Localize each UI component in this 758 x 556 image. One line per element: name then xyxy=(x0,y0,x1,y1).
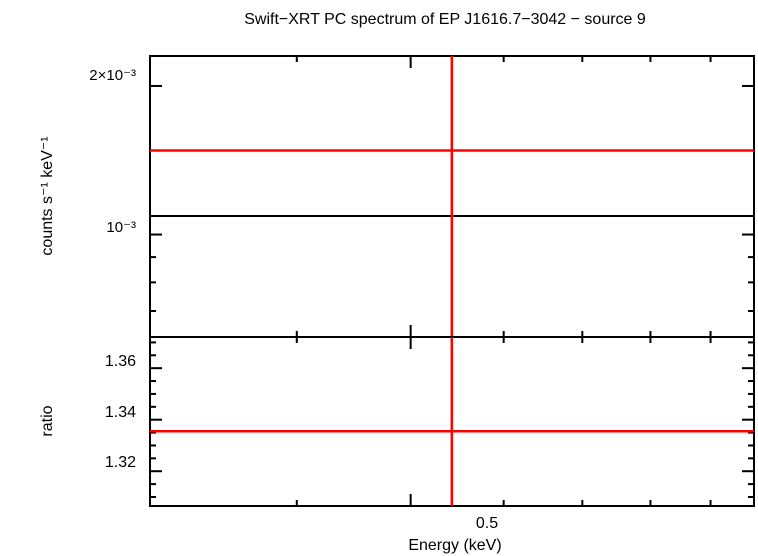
x-tick-label: 0.5 xyxy=(476,515,498,532)
y-tick-label: 1.34 xyxy=(105,404,136,421)
y-tick-label: 1.32 xyxy=(105,454,136,471)
y-tick-label: 1.36 xyxy=(105,353,136,370)
x-axis-label: Energy (keV) xyxy=(408,537,501,554)
y-tick-label: 2×10⁻³ xyxy=(89,67,136,84)
chart-title: Swift−XRT PC spectrum of EP J1616.7−3042… xyxy=(244,11,646,28)
y-tick-label: 10⁻³ xyxy=(106,219,136,236)
y-axis-label: counts s⁻¹ keV⁻¹ xyxy=(39,136,56,255)
ratio-y-axis-label: ratio xyxy=(39,405,56,436)
